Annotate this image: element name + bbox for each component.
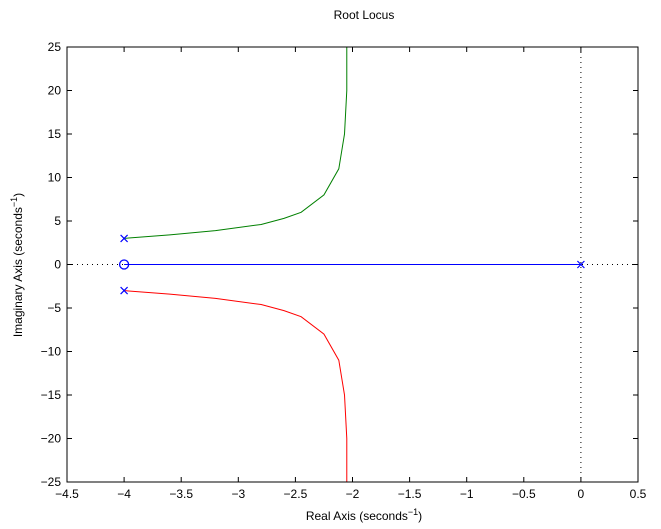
y-tick-label: 10 xyxy=(48,171,62,185)
y-axis-label-superscript: −1 xyxy=(9,197,19,207)
y-tick-label: −20 xyxy=(41,432,62,446)
x-axis-label-superscript: −1 xyxy=(408,507,418,517)
pole-marker xyxy=(120,234,129,243)
x-tick-label: −2.5 xyxy=(284,487,308,501)
y-tick-label: −15 xyxy=(41,388,62,402)
x-tick-label: 0.5 xyxy=(630,487,647,501)
locus-branch-upper xyxy=(124,47,348,239)
x-tick-label: −1.5 xyxy=(398,487,422,501)
y-tick-label: 5 xyxy=(54,214,61,228)
x-axis-label-suffix: ) xyxy=(418,509,422,523)
y-tick-label: 0 xyxy=(54,258,61,272)
chart-title: Root Locus xyxy=(334,8,395,22)
x-axis-label-text: Real Axis (seconds xyxy=(306,509,408,523)
axis-ticks: −4.5 −4 −3.5 −3 −2.5 −2 −1.5 −1 −0.5 0 0.5 −25 −20 −1… xyxy=(41,40,647,501)
y-tick-label: −25 xyxy=(41,475,62,489)
y-tick-label: −10 xyxy=(41,345,62,359)
x-tick-label: −2 xyxy=(346,487,360,501)
zero-marker xyxy=(118,259,130,270)
x-tick-label: −0.5 xyxy=(512,487,536,501)
pole-zero-markers xyxy=(118,234,585,295)
locus-branches xyxy=(124,47,581,482)
x-tick-label: −3 xyxy=(231,487,245,501)
x-axis-label: Real Axis (seconds−1) xyxy=(306,507,422,523)
x-tick-label: −3.5 xyxy=(169,487,193,501)
y-tick-label: −5 xyxy=(47,301,61,315)
pole-marker xyxy=(120,286,129,295)
y-axis-label-suffix: ) xyxy=(11,193,25,197)
locus-branch-lower xyxy=(124,290,348,482)
pole-marker-stroke xyxy=(120,286,129,295)
y-axis-label-text: Imaginary Axis (seconds xyxy=(11,207,25,337)
y-axis-label: Imaginary Axis (seconds−1) xyxy=(9,193,25,337)
y-tick-label: 15 xyxy=(48,127,62,141)
x-tick-label: −4 xyxy=(117,487,131,501)
y-tick-label: 25 xyxy=(48,40,62,54)
pole-marker-stroke xyxy=(576,260,585,269)
x-tick-label: 0 xyxy=(578,487,585,501)
x-tick-label: −4.5 xyxy=(55,487,79,501)
pole-marker-stroke xyxy=(120,234,129,243)
y-tick-label: 20 xyxy=(48,84,62,98)
x-tick-label: −1 xyxy=(460,487,474,501)
pole-marker xyxy=(576,260,585,269)
